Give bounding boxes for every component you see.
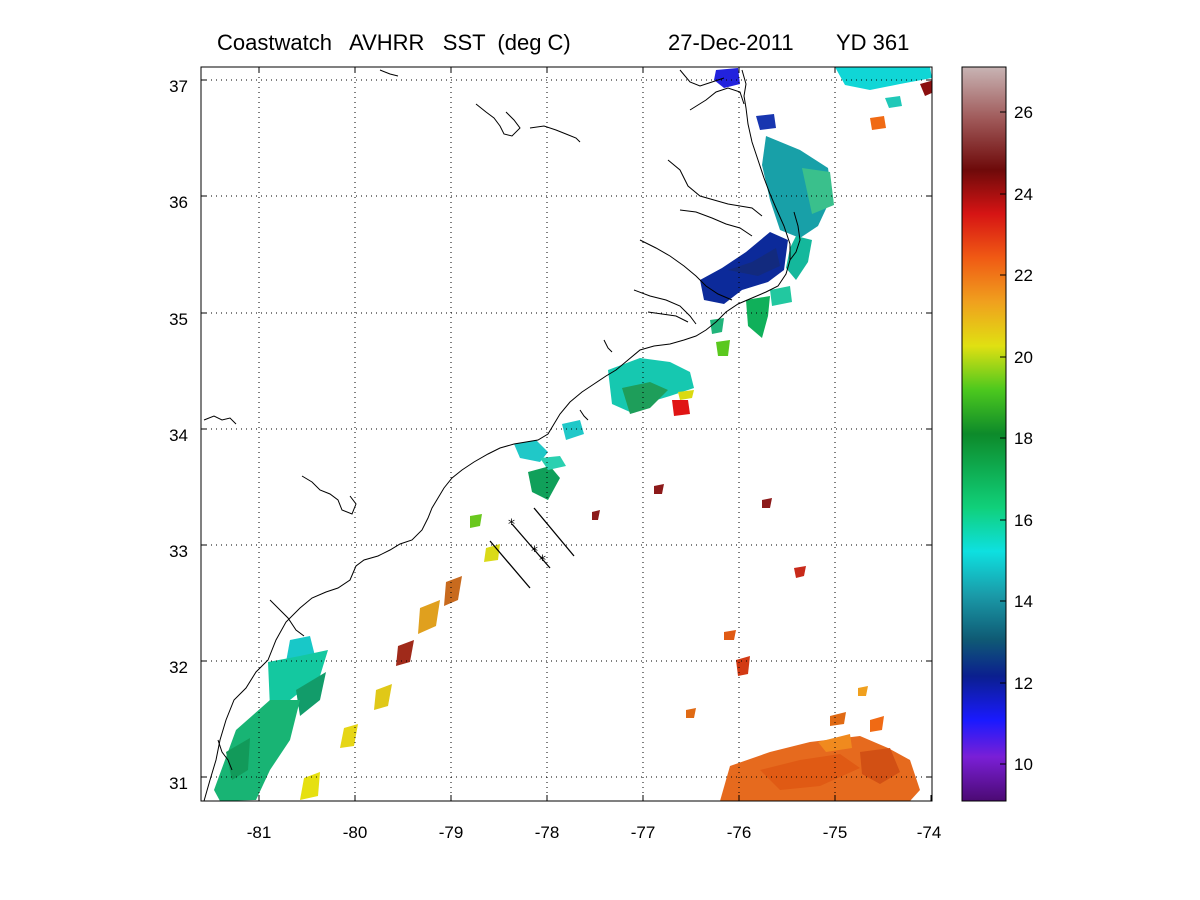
sst-patch: [678, 390, 694, 400]
station-marker: *: [539, 553, 546, 569]
lon-tick-label: -76: [727, 823, 752, 842]
sst-patch: [802, 168, 834, 214]
map-title: Coastwatch AVHRR SST (deg C) 27-Dec-2011…: [0, 30, 1200, 60]
sst-patch: [830, 712, 846, 726]
title-product: Coastwatch AVHRR SST (deg C): [217, 30, 571, 55]
lon-tick-label: -80: [343, 823, 368, 842]
sst-patch: [562, 420, 584, 440]
lat-tick-label: 33: [169, 542, 188, 561]
sst-patch: [654, 484, 664, 494]
station-markers: * * *: [508, 517, 546, 569]
sst-patch: [396, 640, 414, 666]
plot-frame: [200, 66, 933, 802]
sst-patch: [686, 708, 696, 718]
sst-patch: [528, 466, 560, 500]
sst-patch: [870, 116, 886, 130]
title-yearday: YD 361: [836, 30, 910, 55]
lon-tick-label: -74: [917, 823, 942, 842]
lon-tick-label: -79: [439, 823, 464, 842]
lat-tick-label: 37: [169, 77, 188, 96]
lon-tick-label: -77: [631, 823, 656, 842]
colorbar-gradient: [961, 66, 1007, 802]
lat-tick-label: 32: [169, 658, 188, 677]
lat-tick-label: 34: [169, 426, 188, 445]
title-date: 27-Dec-2011: [668, 30, 794, 55]
colorbar-label: 18: [1014, 429, 1033, 448]
sst-patch: [786, 236, 812, 280]
tick-marks: [201, 67, 932, 801]
sst-patch: [762, 498, 772, 508]
colorbar-ticks: [1000, 111, 1006, 765]
sst-patch: [418, 600, 440, 634]
sst-data-layer: [214, 67, 932, 801]
lat-tick-labels: 37 36 35 34 33 32 31: [169, 77, 188, 793]
sst-patch: [622, 382, 668, 414]
sst-patch: [470, 514, 482, 528]
lon-tick-label: -75: [823, 823, 848, 842]
sst-patch: [268, 650, 328, 708]
sst-patch: [885, 96, 902, 108]
colorbar-label: 10: [1014, 755, 1033, 774]
sst-patch: [860, 748, 900, 784]
grid-lines: [201, 67, 932, 801]
colorbar-label: 26: [1014, 103, 1033, 122]
lat-tick-label: 36: [169, 193, 188, 212]
station-marker: *: [508, 517, 515, 533]
sst-patch: [444, 576, 462, 606]
sst-patch: [870, 716, 884, 732]
colorbar-labels: 26 24 22 20 18 16 14 12 10: [1014, 103, 1033, 774]
sst-patch: [716, 340, 730, 356]
sst-patch: [920, 80, 932, 96]
sst-patch: [756, 114, 776, 130]
colorbar-label: 14: [1014, 592, 1033, 611]
coastline: [203, 69, 801, 801]
sst-patch: [724, 630, 736, 640]
lat-tick-label: 31: [169, 774, 188, 793]
colorbar-label: 16: [1014, 511, 1033, 530]
transect-lines: [489, 507, 575, 589]
sst-patch: [710, 318, 724, 334]
sst-patch: [728, 248, 780, 276]
sst-patch: [514, 440, 548, 462]
colorbar-label: 12: [1014, 674, 1033, 693]
sst-patch: [858, 686, 868, 696]
lat-tick-label: 35: [169, 310, 188, 329]
sst-patch: [540, 456, 566, 470]
colorbar-label: 24: [1014, 185, 1033, 204]
sst-patch: [592, 510, 600, 520]
sst-patch: [746, 296, 770, 338]
sst-patch: [770, 286, 792, 306]
sst-patch: [794, 566, 806, 578]
colorbar-label: 22: [1014, 266, 1033, 285]
colorbar-label: 20: [1014, 348, 1033, 367]
station-marker: *: [531, 544, 538, 560]
sst-patch: [374, 684, 392, 710]
sst-patch: [835, 67, 932, 90]
lon-tick-label: -78: [535, 823, 560, 842]
sst-patch: [296, 672, 326, 716]
sst-patch: [300, 772, 320, 800]
sst-patch: [672, 400, 690, 416]
lon-tick-label: -81: [247, 823, 272, 842]
sst-patch: [340, 724, 358, 748]
lon-tick-labels: -81 -80 -79 -78 -77 -76 -75 -74: [247, 823, 942, 842]
sst-patch: [714, 68, 740, 88]
